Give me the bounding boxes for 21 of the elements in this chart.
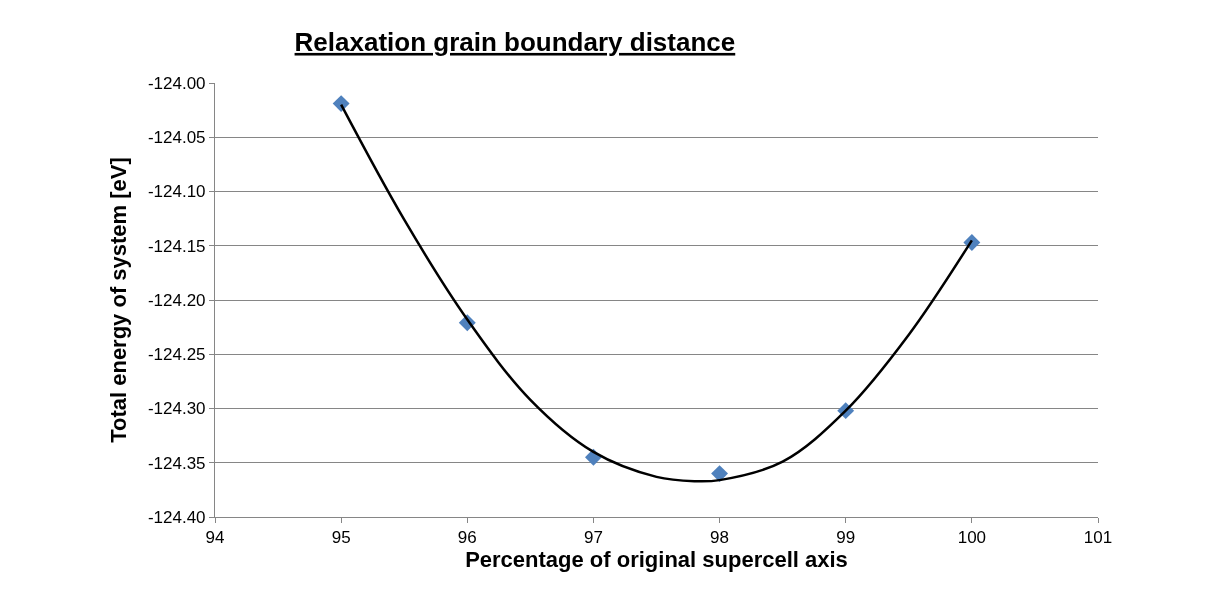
- x-tick-label: 96: [457, 528, 477, 548]
- y-tick-label: -124.05: [147, 128, 206, 148]
- y-tick-label: -124.35: [147, 453, 206, 473]
- y-tick-label: -124.20: [147, 290, 206, 310]
- x-tick-label: 100: [957, 528, 987, 548]
- y-tick-label: -124.40: [147, 507, 206, 527]
- y-tick-label: -124.15: [147, 236, 206, 256]
- x-axis-title: Percentage of original supercell axis: [465, 547, 848, 573]
- chart-title: Relaxation grain boundary distance: [294, 26, 736, 57]
- y-axis-title: Total energy of system [eV]: [105, 157, 131, 443]
- x-tick-label: 97: [583, 528, 603, 548]
- x-tick-label: 98: [710, 528, 730, 548]
- y-tick-label: -124.10: [147, 182, 206, 202]
- point: [711, 465, 729, 483]
- y-tick-label: -124.30: [147, 399, 206, 419]
- y-tick-label: -124.25: [147, 345, 206, 365]
- x-tick-label: 101: [1083, 528, 1113, 548]
- x-tick-label: 94: [205, 528, 225, 548]
- x-tick-label: 99: [836, 528, 856, 548]
- y-tick-label: -124.00: [147, 73, 206, 93]
- x-tick-label: 95: [331, 528, 351, 548]
